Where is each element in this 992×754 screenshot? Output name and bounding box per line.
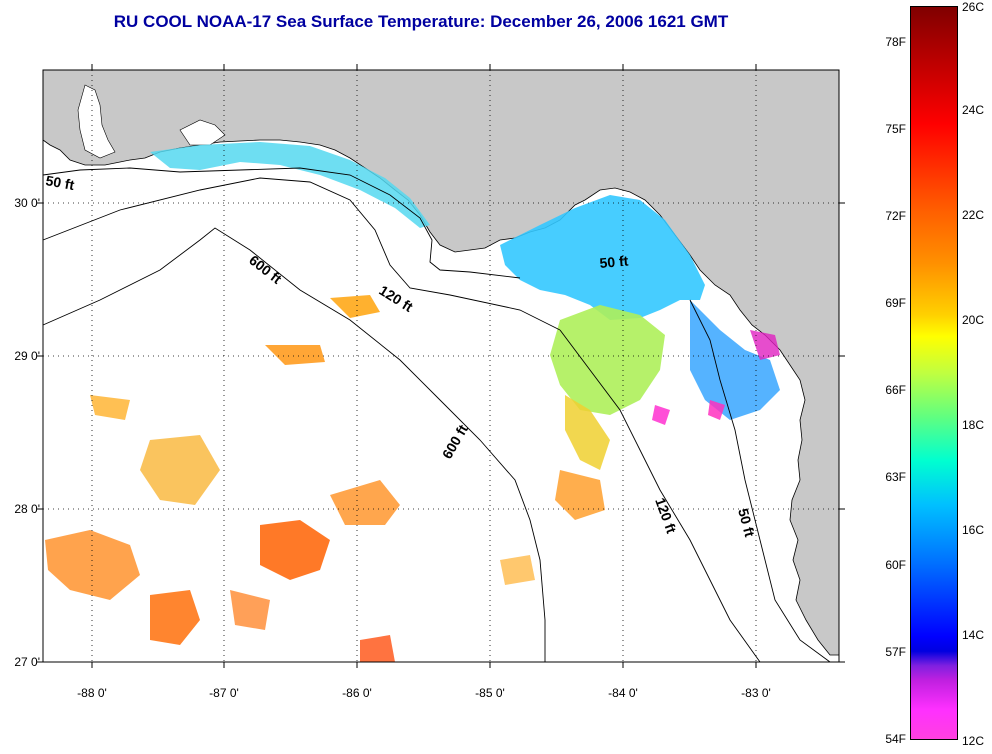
cbar-c-12: 12C [962,734,985,748]
cbar-f-63: 63F [885,470,906,484]
lat-label-28: 28 0' [14,502,40,516]
lon-label-85: -85 0' [475,686,505,700]
cbar-f-66: 66F [885,383,906,397]
contours [42,167,831,663]
bay [77,84,116,159]
lon-label-88: -88 0' [77,686,107,700]
map-frame [42,69,840,663]
contour-label-50ft-west: 50 ft [44,172,75,193]
lat-label-30: 30 0' [14,196,40,210]
graticule [43,70,839,663]
lon-label-84: -84 0' [608,686,638,700]
cbar-f-75: 75F [885,122,906,136]
lon-label-83: -83 0' [741,686,771,700]
contour-50ft-west [42,167,521,279]
lon-label-86: -86 0' [342,686,372,700]
cbar-c-14: 14C [962,628,985,642]
frame-ticks [37,64,845,668]
cbar-f-60: 60F [885,558,906,572]
cbar-c-26: 26C [962,0,985,14]
color-scale-bar [910,6,958,740]
contour-label-50ft-east: 50 ft [599,253,629,271]
cbar-c-18: 18C [962,418,985,432]
lon-label-87: -87 0' [209,686,239,700]
cbar-f-69: 69F [885,296,906,310]
contour-120ft-west [42,177,561,331]
contour-600ft [42,227,546,662]
cbar-f-72: 72F [885,209,906,223]
cbar-f-54: 54F [885,732,906,746]
cbar-c-16: 16C [962,523,985,537]
lat-label-29: 29 0' [14,349,40,363]
contour-120ft-east [559,329,761,663]
bay-2 [179,119,226,146]
contour-50ft-east [689,299,831,663]
cbar-c-24: 24C [962,103,985,117]
cbar-c-20: 20C [962,313,985,327]
map-title: RU COOL NOAA-17 Sea Surface Temperature:… [113,12,729,31]
sst-patches [45,142,780,662]
lat-label-27: 27 0' [14,655,40,669]
contour-label-50ft-southeast: 50 ft [735,507,758,539]
cbar-f-78: 78F [885,35,906,49]
cbar-f-57: 57F [885,645,906,659]
cbar-c-22: 22C [962,208,985,222]
